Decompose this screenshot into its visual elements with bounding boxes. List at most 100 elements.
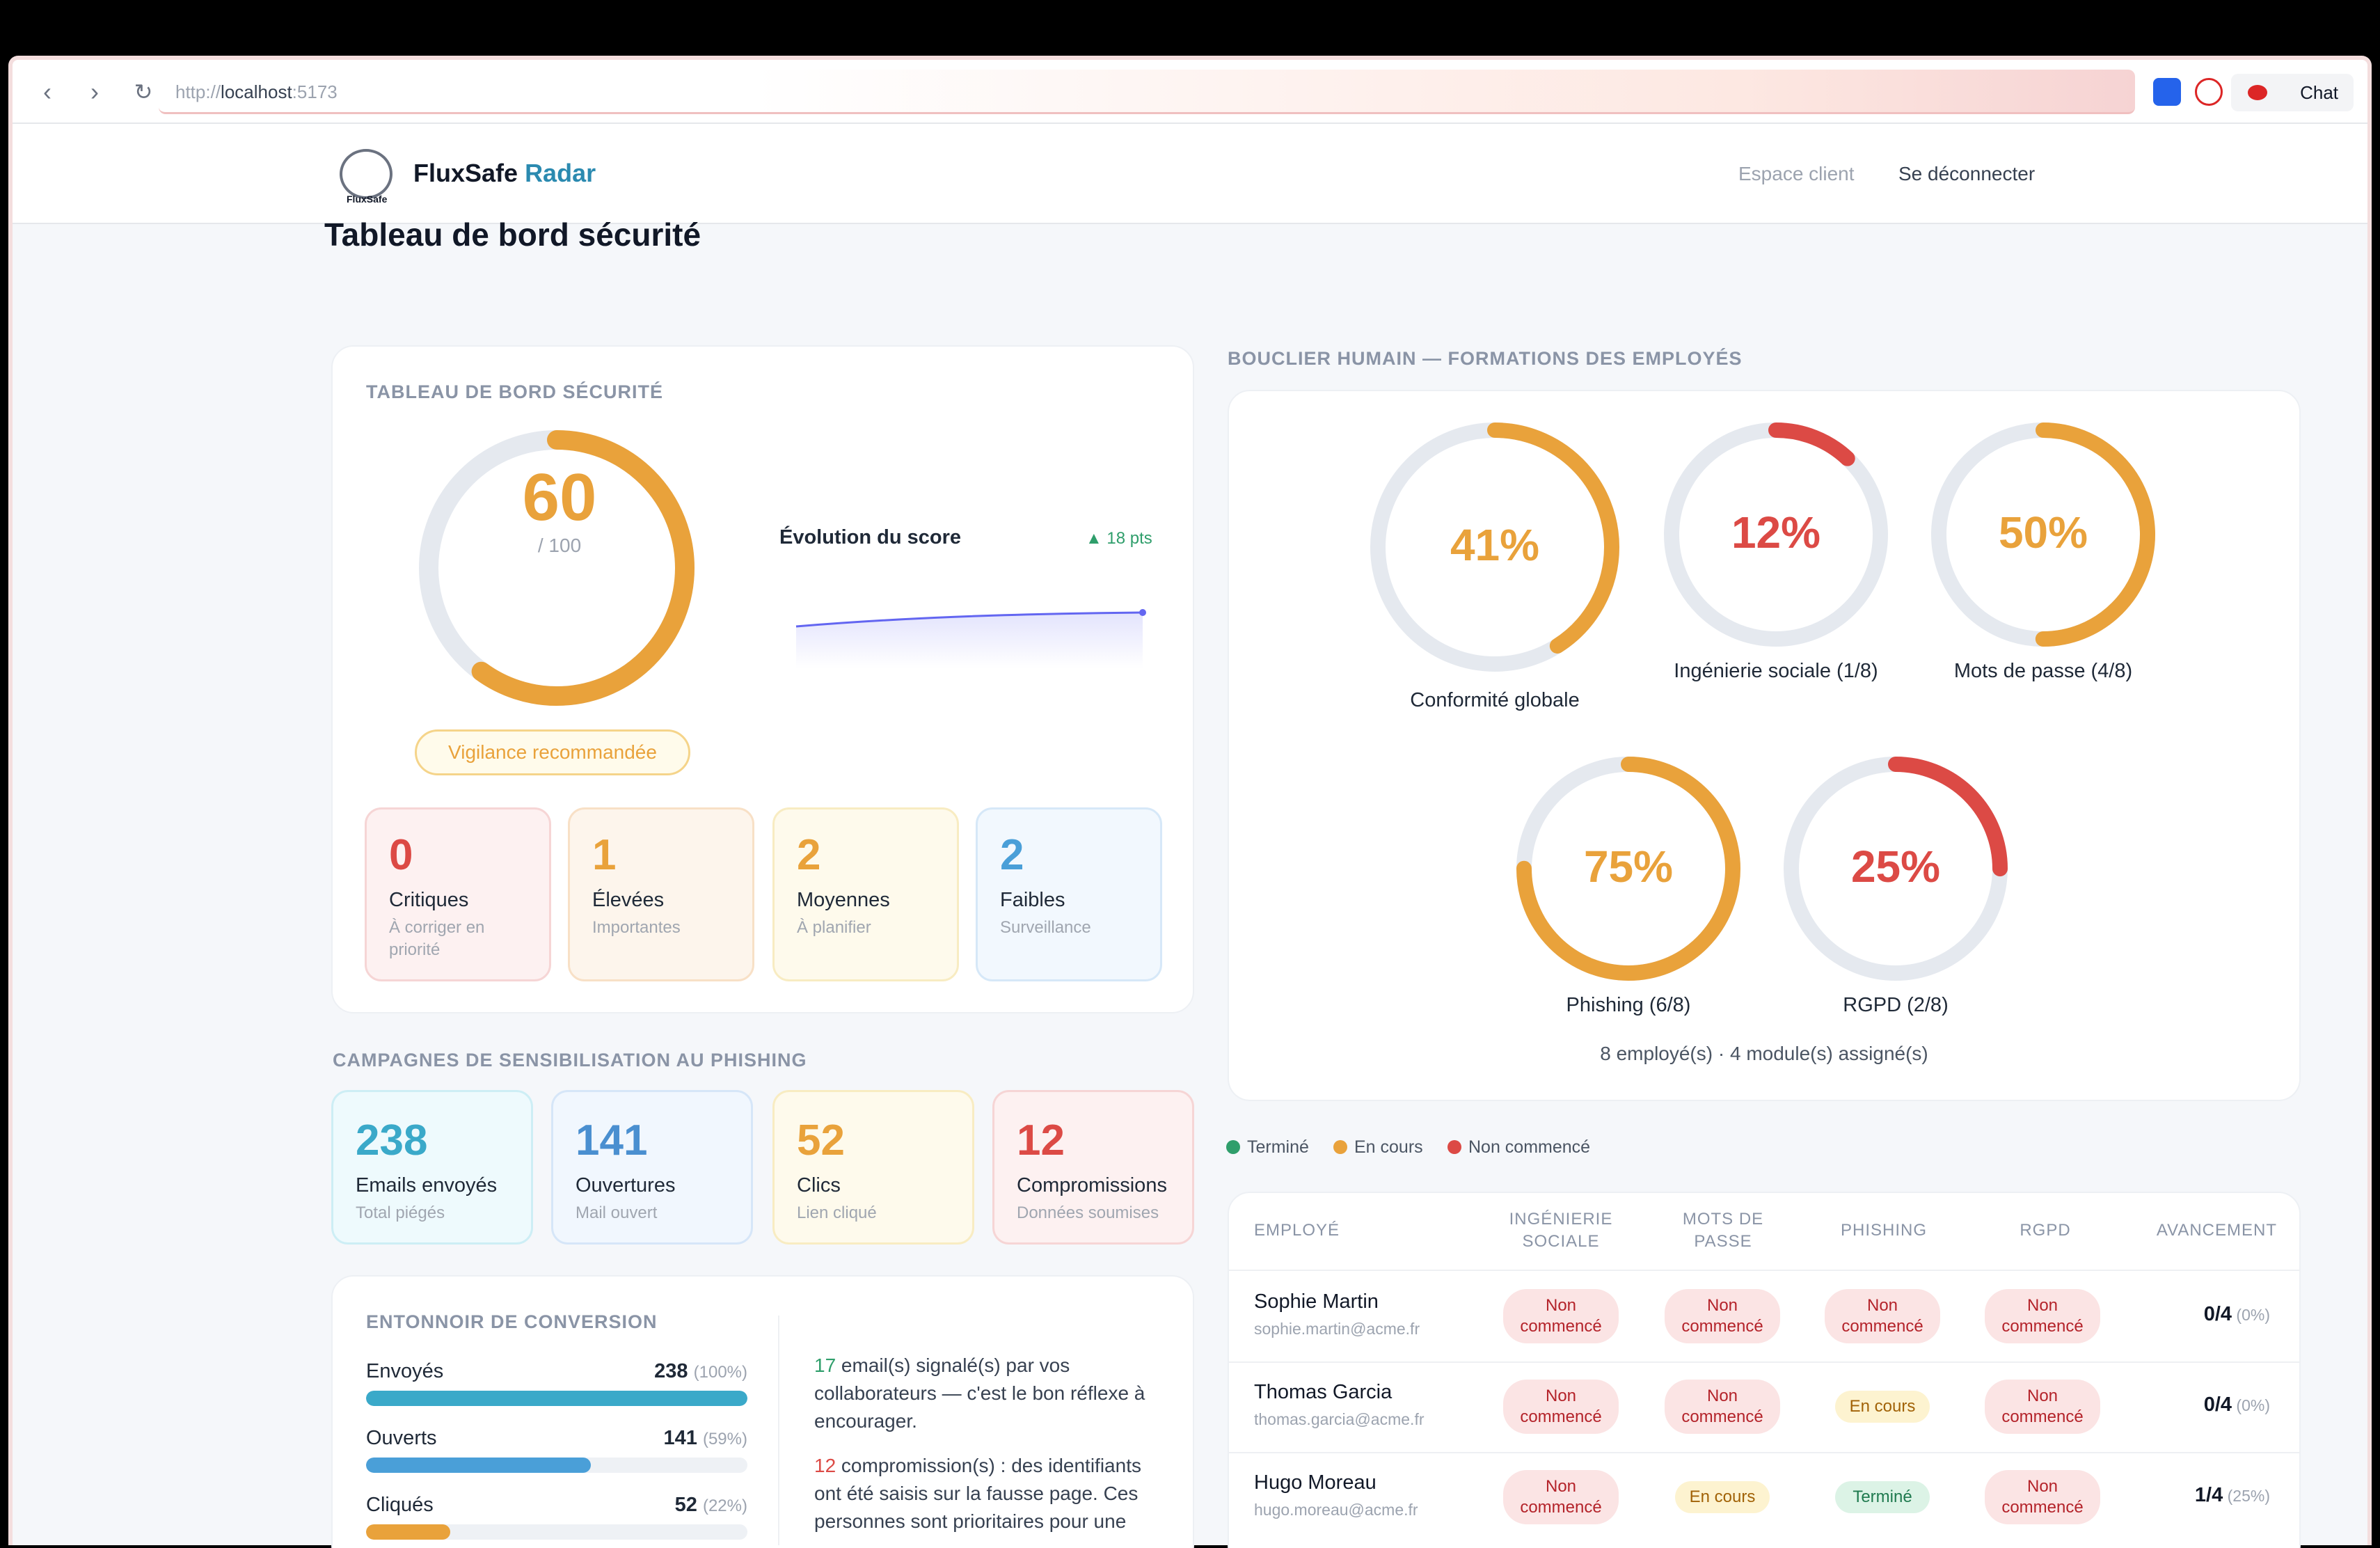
status-pill: Terminé	[1835, 1481, 1930, 1513]
funnel-card	[331, 1275, 1194, 1548]
donut-fill	[1516, 757, 1740, 981]
row-separator	[1229, 1361, 2299, 1363]
security-score: 60	[522, 460, 597, 535]
insight-text: compromission(s) : des identifiants ont …	[814, 1455, 1141, 1532]
column-header-employee: EMPLOYÉ	[1254, 1221, 1340, 1240]
donut-percentage: 25%	[1850, 842, 1941, 892]
donut-gdpr	[1784, 757, 2008, 981]
severity-high-card[interactable]: 1 Élevées Importantes	[568, 807, 754, 981]
stat-count: 238	[356, 1116, 428, 1164]
donut-fill	[1784, 757, 2008, 981]
funnel-section-label: ENTONNOIR DE CONVERSION	[366, 1311, 658, 1332]
forward-icon[interactable]: ›	[90, 77, 99, 106]
security-score-max: / 100	[537, 535, 582, 556]
pokeball-extension-icon[interactable]	[2195, 78, 2223, 106]
chat-button[interactable]: Chat	[2231, 74, 2354, 111]
stat-clicks[interactable]: 52 Clics Lien cliqué	[772, 1090, 974, 1245]
severity-count: 0	[389, 831, 413, 879]
progress-count: 1/4	[2194, 1484, 2223, 1506]
column-header-passwords: MOTS DE PASSE	[1682, 1210, 1764, 1251]
score-sparkline	[795, 609, 1146, 668]
fluxsafe-logo-icon[interactable]	[340, 149, 392, 199]
severity-subtitle: Importantes	[592, 918, 681, 937]
status-badge: Vigilance recommandée	[415, 729, 690, 775]
funnel-track	[366, 1524, 747, 1540]
status-pill: Non commencé	[1985, 1289, 2100, 1343]
employee-progress: 0/4 (0%)	[2116, 1393, 2270, 1416]
donut-label: RGPD (2/8)	[1843, 994, 1949, 1016]
insight-reported: 17 email(s) signalé(s) par vos collabora…	[814, 1352, 1162, 1435]
severity-subtitle: À corriger en priorité	[389, 918, 485, 959]
employee-progress: 0/4 (0%)	[2116, 1303, 2270, 1326]
status-pill: Non commencé	[1825, 1289, 1940, 1343]
legend-completed: Terminé	[1226, 1137, 1309, 1158]
legend-label: Non commencé	[1468, 1137, 1591, 1157]
funnel-label: Envoyés	[366, 1360, 444, 1382]
address-bar[interactable]: http://localhost:5173	[159, 70, 2135, 114]
logout-link[interactable]: Se déconnecter	[1898, 163, 2036, 184]
donut-fill	[1370, 422, 1619, 672]
stat-subtitle: Données soumises	[1017, 1203, 1159, 1222]
stat-emails-sent[interactable]: 238 Emails envoyés Total piégés	[331, 1090, 533, 1245]
status-pill: Non commencé	[1985, 1470, 2100, 1524]
stat-compromises[interactable]: 12 Compromissions Données soumises	[992, 1090, 1194, 1245]
evolution-title: Évolution du score	[779, 526, 962, 548]
donut-global-compliance	[1370, 422, 1619, 672]
stat-title: Emails envoyés	[356, 1174, 498, 1196]
severity-low-card[interactable]: 2 Faibles Surveillance	[976, 807, 1162, 981]
url-scheme: http://	[175, 81, 221, 102]
employee-name[interactable]: Sophie Martin	[1254, 1290, 1379, 1313]
funnel-pct: (22%)	[702, 1496, 747, 1515]
evolution-delta: ▲ 18 pts	[1086, 529, 1152, 548]
severity-medium-card[interactable]: 2 Moyennes À planifier	[772, 807, 959, 981]
funnel-pct: (59%)	[702, 1430, 747, 1448]
stat-subtitle: Total piégés	[356, 1203, 445, 1222]
severity-title: Moyennes	[797, 889, 890, 911]
legend-dot-icon	[1333, 1140, 1347, 1154]
password-manager-icon[interactable]	[2153, 78, 2181, 106]
brand-main: FluxSafe	[413, 159, 518, 187]
back-icon[interactable]: ‹	[43, 77, 51, 106]
stat-count: 12	[1017, 1116, 1065, 1164]
employee-email: thomas.garcia@acme.fr	[1254, 1410, 1425, 1428]
donut-percentage: 12%	[1731, 507, 1821, 558]
training-card	[1228, 390, 2301, 1101]
funnel-value: 238 (100%)	[654, 1360, 747, 1383]
stat-title: Compromissions	[1017, 1174, 1167, 1196]
column-header-phishing: PHISHING	[1840, 1221, 1927, 1240]
legend-in-progress: En cours	[1333, 1137, 1423, 1158]
stat-subtitle: Lien cliqué	[797, 1203, 877, 1222]
funnel-count: 141	[663, 1427, 697, 1449]
status-pill: Non commencé	[1503, 1380, 1619, 1434]
brand-title[interactable]: FluxSafe Radar	[413, 159, 596, 188]
funnel-track	[366, 1458, 747, 1473]
sparkline-line	[795, 611, 1143, 628]
browser-toolbar: ‹ › ↻ http://localhost:5173 Chat	[13, 60, 2367, 124]
donut-social-engineering	[1664, 422, 1888, 647]
status-pill: Non commencé	[1503, 1470, 1619, 1524]
funnel-fill	[366, 1524, 450, 1540]
brand-accent: Radar	[525, 159, 596, 187]
stat-subtitle: Mail ouvert	[576, 1203, 658, 1222]
donut-label: Ingénierie sociale (1/8)	[1674, 660, 1878, 682]
funnel-divider	[778, 1316, 779, 1545]
funnel-fill	[366, 1458, 592, 1473]
reload-icon[interactable]: ↻	[134, 79, 153, 104]
employee-name[interactable]: Hugo Moreau	[1254, 1471, 1377, 1494]
legend-not-started: Non commencé	[1447, 1137, 1590, 1158]
employee-name[interactable]: Thomas Garcia	[1254, 1381, 1393, 1403]
severity-count: 1	[592, 831, 617, 879]
security-section-label: TABLEAU DE BORD SÉCURITÉ	[366, 381, 664, 402]
url-port: :5173	[292, 81, 338, 102]
progress-count: 0/4	[2203, 1393, 2232, 1416]
stat-count: 141	[576, 1116, 648, 1164]
donut-fill	[1664, 422, 1888, 647]
stat-opens[interactable]: 141 Ouvertures Mail ouvert	[551, 1090, 753, 1245]
severity-critical-card[interactable]: 0 Critiques À corriger en priorité	[365, 807, 551, 981]
donut-label: Phishing (6/8)	[1566, 994, 1691, 1016]
status-pill: Non commencé	[1665, 1380, 1780, 1434]
status-pill: Non commencé	[1985, 1380, 2100, 1434]
client-space-link[interactable]: Espace client	[1738, 163, 1855, 184]
donut-label: Mots de passe (4/8)	[1953, 660, 2133, 682]
severity-title: Faibles	[1000, 889, 1065, 911]
